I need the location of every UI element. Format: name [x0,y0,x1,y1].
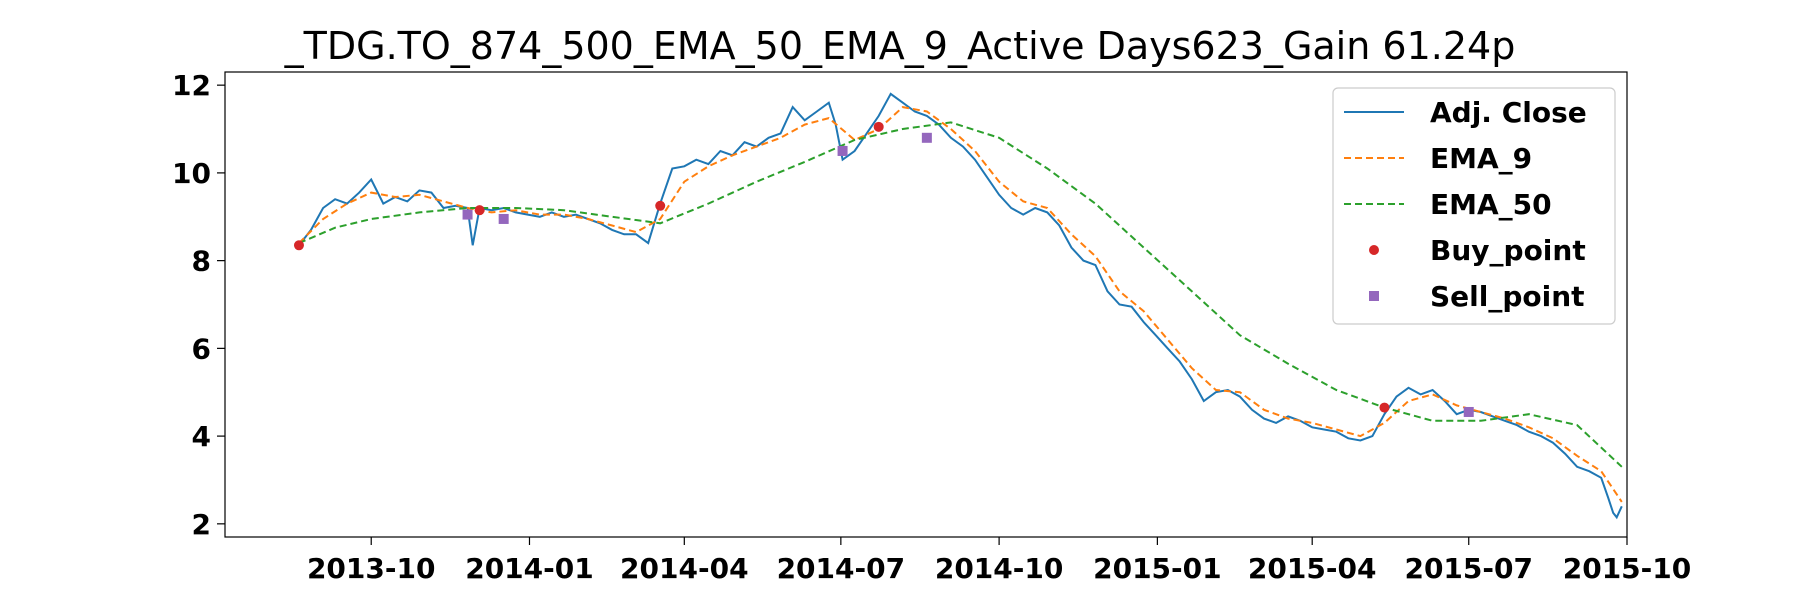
legend-label-1: EMA_9 [1430,142,1532,175]
legend-label-3: Buy_point [1430,234,1586,267]
series-line-2 [298,121,1623,468]
legend-swatch-3 [1369,245,1379,255]
y-tick-label-5: 12 [172,69,211,102]
plot-frame [224,71,1628,538]
sell-point-1 [498,213,509,224]
legend-box [1332,87,1616,325]
chart-title: _TDG.TO_874_500_EMA_50_EMA_9_Active Days… [284,24,1516,68]
y-tick-label-3: 8 [192,245,211,278]
legend-swatch-4 [1369,291,1379,301]
x-tick-label-8: 2015-10 [1563,552,1692,585]
x-tick-label-6: 2015-04 [1248,552,1377,585]
x-tick-label-7: 2015-07 [1404,552,1533,585]
x-tick-label-4: 2014-10 [935,552,1064,585]
plot-markers [293,121,1474,417]
series-line-0 [298,92,1623,520]
y-axis: 2 4 6 8 10 12 [172,69,225,541]
buy-point-2 [655,200,666,211]
legend-label-0: Adj. Close [1430,96,1587,129]
x-tick-label-0: 2013-10 [307,552,436,585]
y-tick-label-2: 6 [192,332,211,365]
legend: Adj. Close EMA_9 EMA_50 Buy_point Sell_point [1332,87,1616,325]
y-tick-label-1: 4 [192,420,211,453]
legend-label-2: EMA_50 [1430,188,1552,221]
sell-point-2 [837,145,848,156]
sell-point-4 [1463,406,1474,417]
buy-point-0 [293,240,304,251]
series-line-1 [298,106,1623,503]
sell-point-3 [921,132,932,143]
x-tick-label-1: 2014-01 [465,552,594,585]
y-tick-label-4: 10 [172,157,211,190]
plot-area [298,92,1623,520]
x-tick-label-2: 2014-04 [620,552,749,585]
x-axis: 2013-10 2014-01 2014-04 2014-07 2014-10 2015-… [307,537,1691,585]
legend-label-4: Sell_point [1430,280,1585,313]
buy-point-4 [1379,402,1390,413]
y-tick-label-0: 2 [192,508,211,541]
sell-point-0 [462,209,473,220]
x-tick-label-3: 2014-07 [777,552,906,585]
buy-point-3 [873,121,884,132]
x-tick-label-5: 2015-01 [1093,552,1222,585]
buy-point-1 [474,205,485,216]
